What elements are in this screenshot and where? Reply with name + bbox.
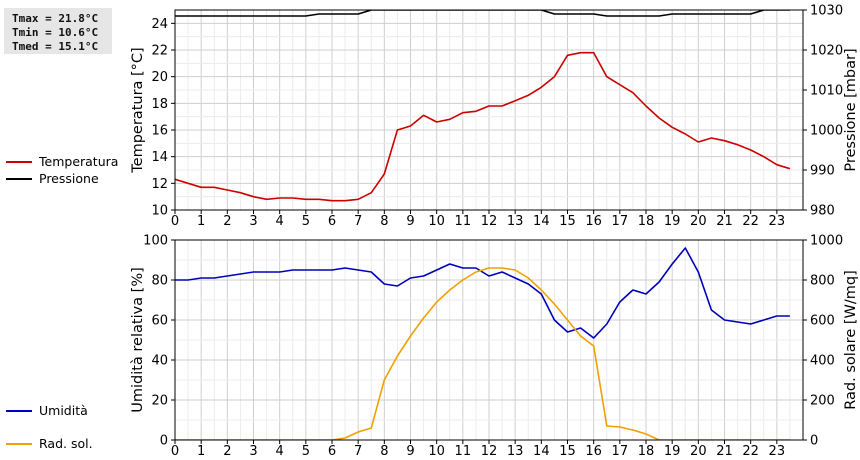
- x-tick-label: 1: [197, 214, 205, 229]
- y-tick-label: 14: [151, 150, 168, 165]
- x-tick-label: 23: [769, 444, 786, 459]
- x-tick-label: 4: [276, 214, 284, 229]
- y-tick-label: 100: [143, 234, 168, 249]
- legend-swatch-umidita: [6, 410, 32, 412]
- y-tick-label: 24: [151, 17, 168, 32]
- x-tick-label: 12: [481, 444, 498, 459]
- x-tick-label: 22: [742, 214, 759, 229]
- x-tick-label: 19: [664, 214, 681, 229]
- legend-label-pressione: Pressione: [39, 171, 99, 186]
- x-tick-label: 20: [690, 444, 707, 459]
- x-tick-label: 9: [406, 214, 414, 229]
- y2-tick-label: 400: [810, 354, 835, 369]
- y-axis-title: Temperatura [°C]: [130, 47, 146, 173]
- series-line-pressione: [175, 10, 790, 17]
- x-tick-label: 14: [533, 214, 550, 229]
- x-tick-label: 18: [638, 214, 655, 229]
- y-tick-label: 40: [151, 354, 168, 369]
- legend-label-umidita: Umidità: [39, 403, 88, 418]
- y2-tick-label: 1020: [810, 44, 843, 59]
- series-line-umidit: [175, 247, 790, 339]
- x-tick-label: 3: [249, 444, 257, 459]
- x-tick-label: 7: [354, 444, 362, 459]
- y-tick-label: 10: [151, 204, 168, 219]
- x-tick-label: 10: [428, 214, 445, 229]
- y2-tick-label: 1030: [810, 4, 843, 19]
- x-tick-label: 16: [585, 214, 602, 229]
- y-tick-label: 22: [151, 44, 168, 59]
- y-tick-label: 12: [151, 177, 168, 192]
- y-tick-label: 20: [151, 70, 168, 85]
- x-tick-label: 4: [276, 444, 284, 459]
- legend-swatch-pressione: [6, 178, 32, 180]
- x-tick-label: 13: [507, 444, 524, 459]
- series-line-temperatura: [175, 51, 791, 202]
- y2-tick-label: 800: [810, 274, 835, 289]
- x-tick-label: 20: [690, 214, 707, 229]
- stats-box: Tmax = 21.8°C Tmin = 10.6°C Tmed = 15.1°…: [4, 8, 112, 54]
- legend-label-radsol: Rad. sol.: [39, 436, 93, 451]
- legend-swatch-temperatura: [6, 161, 32, 163]
- legend-swatch-radsol: [6, 443, 32, 445]
- legend-label-temperatura: Temperatura: [39, 154, 119, 169]
- y-tick-label: 16: [151, 124, 168, 139]
- x-tick-label: 8: [380, 214, 388, 229]
- x-tick-label: 1: [197, 444, 205, 459]
- y2-tick-label: 990: [810, 164, 835, 179]
- y2-tick-label: 1000: [810, 124, 843, 139]
- y2-tick-label: 1000: [810, 234, 843, 249]
- y2-tick-label: 600: [810, 314, 835, 329]
- x-tick-label: 6: [328, 214, 336, 229]
- tmed-text: Tmed = 15.1°C: [12, 40, 99, 53]
- x-tick-label: 6: [328, 444, 336, 459]
- x-tick-label: 15: [559, 214, 576, 229]
- tmin-text: Tmin = 10.6°C: [12, 26, 99, 39]
- y2-tick-label: 0: [810, 434, 818, 449]
- x-tick-label: 13: [507, 214, 524, 229]
- y-tick-label: 80: [151, 274, 168, 289]
- x-tick-label: 22: [742, 444, 759, 459]
- x-tick-label: 14: [533, 444, 550, 459]
- y-tick-label: 0: [160, 434, 168, 449]
- y-tick-label: 60: [151, 314, 168, 329]
- y2-tick-label: 200: [810, 394, 835, 409]
- x-tick-label: 19: [664, 444, 681, 459]
- x-tick-label: 8: [380, 444, 388, 459]
- series-line-rad-sol: [175, 267, 790, 440]
- y2-tick-label: 980: [810, 204, 835, 219]
- x-tick-label: 0: [171, 214, 179, 229]
- y2-axis-title: Rad. solare [W/mq]: [843, 270, 859, 409]
- x-tick-label: 2: [223, 214, 231, 229]
- x-tick-label: 23: [769, 214, 786, 229]
- x-tick-label: 10: [428, 444, 445, 459]
- x-tick-label: 2: [223, 444, 231, 459]
- x-tick-label: 3: [249, 214, 257, 229]
- y-tick-label: 18: [151, 97, 168, 112]
- x-tick-label: 21: [716, 444, 733, 459]
- x-tick-label: 21: [716, 214, 733, 229]
- x-tick-label: 9: [406, 444, 414, 459]
- y2-axis-title: Pressione [mbar]: [843, 48, 859, 171]
- y-axis-title: Umidità relativa [%]: [130, 267, 146, 413]
- x-tick-label: 5: [302, 444, 310, 459]
- y2-tick-label: 1010: [810, 84, 843, 99]
- x-tick-label: 11: [455, 214, 472, 229]
- x-tick-label: 5: [302, 214, 310, 229]
- x-tick-label: 12: [481, 214, 498, 229]
- x-tick-label: 7: [354, 214, 362, 229]
- x-tick-label: 11: [455, 444, 472, 459]
- y-tick-label: 20: [151, 394, 168, 409]
- tmax-text: Tmax = 21.8°C: [12, 12, 99, 25]
- x-tick-label: 17: [612, 444, 629, 459]
- x-tick-label: 16: [585, 444, 602, 459]
- x-tick-label: 18: [638, 444, 655, 459]
- x-tick-label: 17: [612, 214, 629, 229]
- x-tick-label: 0: [171, 444, 179, 459]
- x-tick-label: 15: [559, 444, 576, 459]
